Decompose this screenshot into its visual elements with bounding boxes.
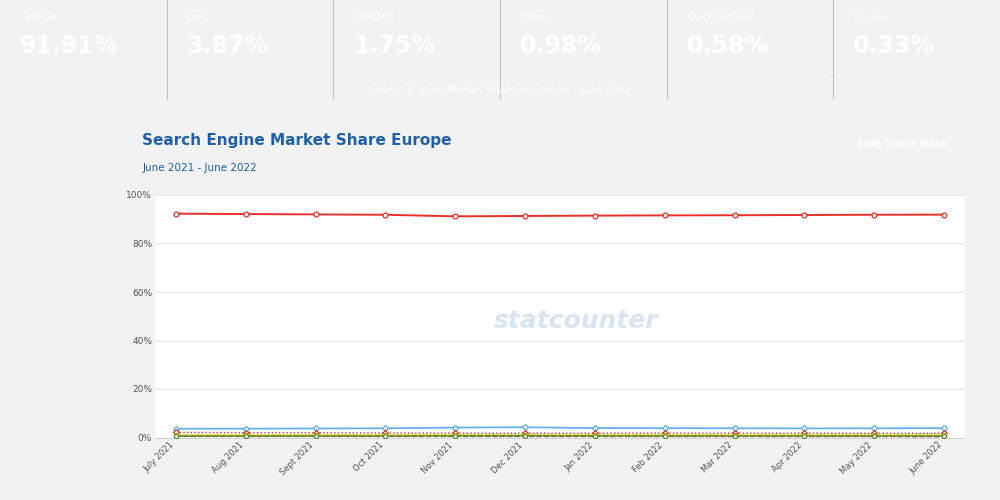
Text: June 2021 - June 2022: June 2021 - June 2022 — [142, 164, 257, 173]
Text: Edit Chart Data: Edit Chart Data — [857, 138, 948, 149]
Text: DuckDuckGo: DuckDuckGo — [687, 12, 754, 22]
Text: Search Engine Market Share Europe: Search Engine Market Share Europe — [142, 134, 452, 148]
Text: Yahoo!: Yahoo! — [520, 12, 555, 22]
Text: YANDEX: YANDEX — [353, 12, 395, 22]
Text: 91.91%: 91.91% — [20, 34, 118, 58]
Text: Search Engine Market Share in Europe - June 2022: Search Engine Market Share in Europe - J… — [369, 85, 631, 95]
Text: 1.75%: 1.75% — [353, 34, 435, 58]
Text: statcounter: statcounter — [494, 309, 659, 333]
Text: 0.58%: 0.58% — [687, 34, 769, 58]
Text: bing: bing — [187, 12, 210, 22]
Text: 0.33%: 0.33% — [853, 34, 935, 58]
Text: Google: Google — [20, 12, 57, 22]
Text: 0.98%: 0.98% — [520, 34, 602, 58]
Text: 3.87%: 3.87% — [187, 34, 269, 58]
Text: Ecosia: Ecosia — [853, 12, 887, 22]
